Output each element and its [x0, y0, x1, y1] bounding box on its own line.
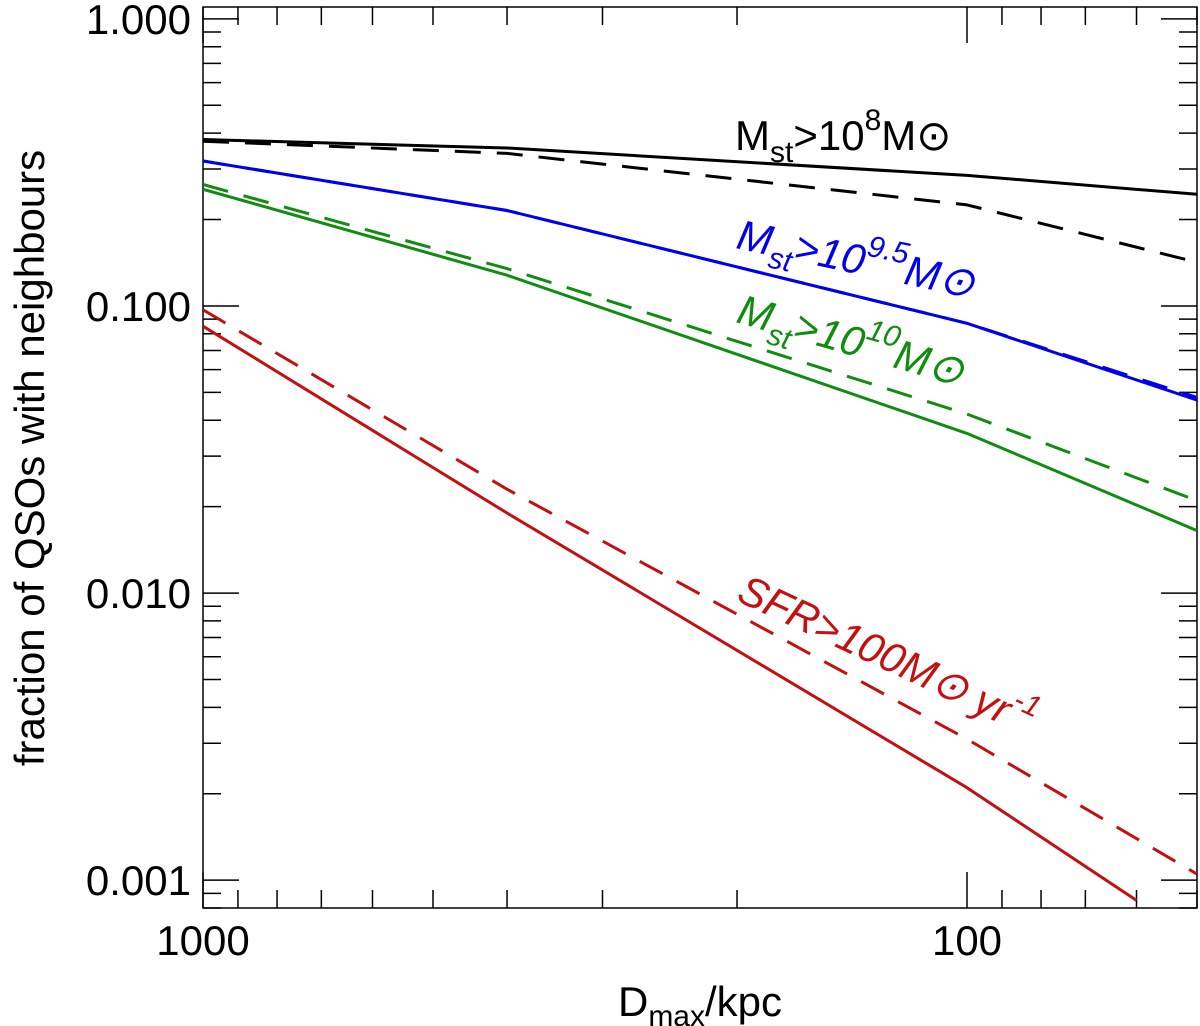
series-layer: [203, 138, 1197, 902]
series-line-1: [203, 139, 1197, 264]
series-line-5: [203, 183, 1197, 503]
annotation-part: >10: [789, 302, 871, 367]
annotation-part: >10: [793, 112, 864, 159]
series-line-6: [203, 324, 1138, 902]
tick-labels: 1.000 0.100 0.010 0.001 1000 100: [86, 0, 1002, 964]
y-tick-label: 0.001: [86, 857, 191, 904]
plot-frame: [202, 6, 1198, 909]
label-mst-1e8: Mst>108M⊙: [735, 104, 951, 169]
y-axis-title: fraction of QSOs with neighbours: [6, 150, 53, 766]
annotation-part: >10: [790, 223, 870, 284]
series-line-7: [203, 308, 1197, 876]
minor-ticks: [203, 7, 1198, 909]
series-line-2: [203, 159, 1197, 402]
annotation-part: st: [770, 136, 794, 169]
series-line-4: [203, 187, 1197, 532]
annotation-part: M: [881, 112, 916, 159]
x-axis-title: Dmax/kpc: [618, 978, 782, 1026]
annotation-part: 8: [865, 104, 882, 137]
x-tick-label: 1000: [156, 917, 249, 964]
series-line-3: [203, 159, 1197, 399]
annotation-part: 9.5: [864, 230, 912, 271]
annotation-part: M: [735, 112, 770, 159]
label-sfr-100: SFR>100M⊙ yr-1: [731, 558, 1046, 744]
annotation-part: SFR>100M: [731, 566, 944, 699]
y-tick-label: 0.010: [86, 570, 191, 617]
major-ticks: [202, 7, 1197, 908]
x-tick-label: 100: [932, 917, 1002, 964]
series-line-0: [203, 138, 1197, 196]
y-tick-label: 0.100: [86, 283, 191, 330]
y-tick-label: 1.000: [86, 0, 191, 43]
annotation-part: ⊙: [916, 112, 951, 159]
